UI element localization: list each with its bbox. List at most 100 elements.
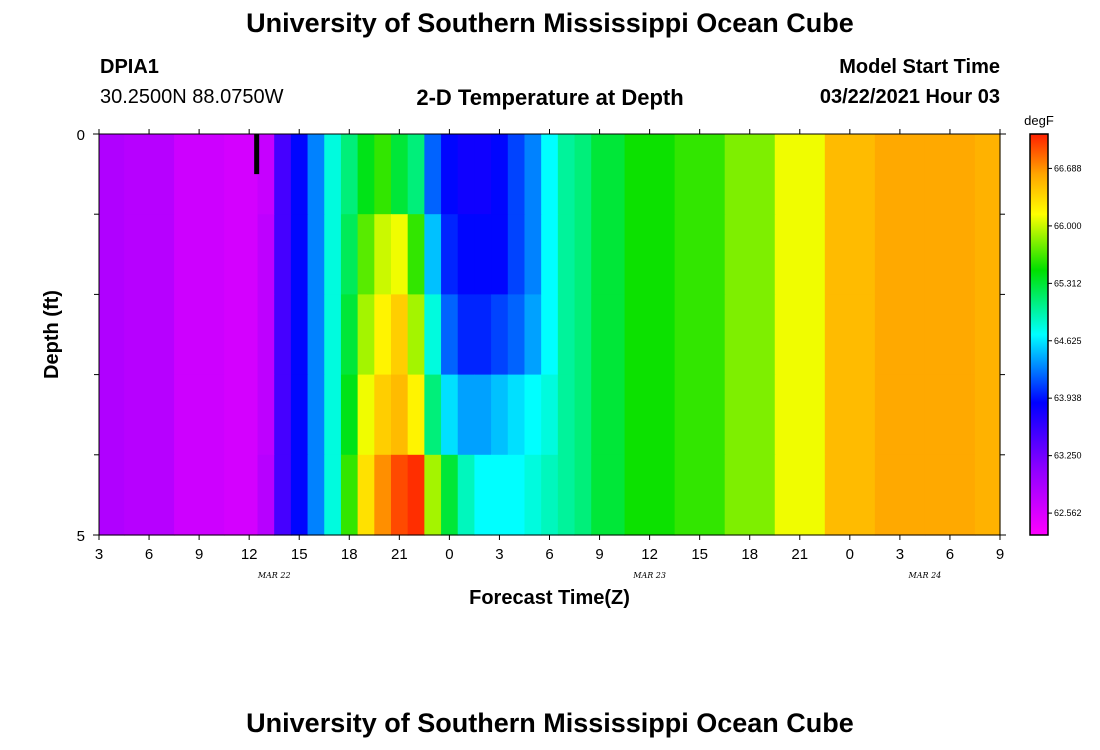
heatmap-cell xyxy=(541,294,559,376)
heatmap-cell xyxy=(457,214,476,295)
heatmap-cell xyxy=(574,134,592,215)
heatmap-cell xyxy=(390,214,409,295)
heatmap-cell xyxy=(407,134,425,215)
heatmap-cell xyxy=(390,134,409,215)
heatmap-cell xyxy=(357,214,375,295)
heatmap-cell xyxy=(407,294,425,376)
heatmap-cell xyxy=(624,374,676,456)
heatmap-cell xyxy=(474,454,492,536)
heatmap-cell xyxy=(124,374,175,456)
heatmap-cell xyxy=(624,454,676,536)
heatmap-cell xyxy=(307,454,325,536)
heatmap-cell xyxy=(474,134,492,215)
x-tick-label: 15 xyxy=(691,546,708,563)
model-start-label: Model Start Time xyxy=(839,56,1000,78)
heatmap-cell xyxy=(124,294,175,376)
heatmap-cell xyxy=(441,134,459,215)
heatmap-cell xyxy=(774,134,826,215)
heatmap-cell xyxy=(924,454,976,536)
heatmap-cell xyxy=(924,374,976,456)
heatmap-cell xyxy=(340,454,359,536)
heatmap-cell xyxy=(99,134,125,215)
x-axis: 3 6 9 12 15 18 21 0 3 6 9 12 15 18 21 0 3 6 9 xyxy=(95,129,1004,563)
heatmap-cell xyxy=(774,454,826,536)
heatmap-cell xyxy=(507,214,526,295)
heatmap-cell xyxy=(224,214,259,295)
heatmap-cell xyxy=(557,454,576,536)
heatmap-cell xyxy=(674,214,726,295)
heatmap-cell xyxy=(507,294,526,376)
heatmap-cell xyxy=(874,134,926,215)
heatmap-cell xyxy=(407,214,425,295)
heatmap-cell xyxy=(924,294,976,376)
y-tick-label: 0 xyxy=(77,127,85,144)
heatmap-cell xyxy=(324,294,342,376)
heatmap-cell xyxy=(574,294,592,376)
heatmap-cell xyxy=(774,214,826,295)
x-tick-label: 18 xyxy=(741,546,758,563)
heatmap-cell xyxy=(374,374,392,456)
heatmap-cell xyxy=(374,214,392,295)
colorbar-tick-label: 65.312 xyxy=(1054,278,1082,288)
heatmap-cell xyxy=(99,374,125,456)
plot-title: 2-D Temperature at Depth xyxy=(416,85,684,110)
heatmap-cell xyxy=(574,374,592,456)
heatmap-cell xyxy=(724,374,776,456)
heatmap-cell xyxy=(374,134,392,215)
heatmap-cell xyxy=(674,134,726,215)
heatmap-cell xyxy=(324,454,342,536)
heatmap-cell xyxy=(974,134,1001,215)
heatmap-cell xyxy=(524,214,542,295)
heatmap-cell xyxy=(557,134,576,215)
heatmap-cell xyxy=(424,294,442,376)
heatmap-cell xyxy=(290,374,309,456)
heatmap-cell xyxy=(557,294,576,376)
station-id: DPIA1 xyxy=(100,56,159,78)
page-title: University of Southern Mississippi Ocean… xyxy=(246,8,854,38)
heatmap-cell xyxy=(874,374,926,456)
heatmap-cell xyxy=(124,214,175,295)
colorbar-unit: degF xyxy=(1024,113,1054,128)
heatmap-cell xyxy=(224,134,259,215)
heatmap-cell xyxy=(674,454,726,536)
colorbar-tick-label: 66.688 xyxy=(1054,163,1082,173)
heatmap-cell xyxy=(724,454,776,536)
heatmap-cell xyxy=(924,214,976,295)
heatmap-cell xyxy=(274,454,292,536)
heatmap-cell xyxy=(174,374,225,456)
heatmap-cell xyxy=(441,214,459,295)
heatmap-cell xyxy=(307,294,325,376)
heatmap-cell xyxy=(290,214,309,295)
heatmap-cell xyxy=(724,134,776,215)
heatmap-cell xyxy=(674,294,726,376)
colorbar-tick-label: 63.938 xyxy=(1054,393,1082,403)
heatmap-cells xyxy=(99,134,1001,536)
heatmap-cell xyxy=(624,214,676,295)
colorbar-tick-label: 64.625 xyxy=(1054,336,1082,346)
colorbar-tick-label: 63.250 xyxy=(1054,451,1082,461)
heatmap-cell xyxy=(407,374,425,456)
heatmap-cell xyxy=(541,454,559,536)
heatmap-cell xyxy=(357,294,375,376)
heatmap-cell xyxy=(574,214,592,295)
heatmap-cell xyxy=(340,134,359,215)
station-coordinates: 30.2500N 88.0750W xyxy=(100,86,284,108)
heatmap-cell xyxy=(340,214,359,295)
heatmap-cell xyxy=(624,134,676,215)
heatmap-cell xyxy=(824,134,876,215)
heatmap-cell xyxy=(374,294,392,376)
data-gap-mark xyxy=(254,134,260,175)
heatmap-cell xyxy=(507,454,526,536)
heatmap-cell xyxy=(457,374,476,456)
heatmap-cell xyxy=(340,374,359,456)
heatmap-cell xyxy=(390,454,409,536)
heatmap-cell xyxy=(390,374,409,456)
heatmap-cell xyxy=(591,134,626,215)
colorbar-gradient xyxy=(1029,133,1049,536)
heatmap-cell xyxy=(541,134,559,215)
date-label: MAR 24 xyxy=(908,571,942,580)
heatmap-cell xyxy=(124,454,175,536)
heatmap-cell xyxy=(524,134,542,215)
heatmap-cell xyxy=(307,134,325,215)
